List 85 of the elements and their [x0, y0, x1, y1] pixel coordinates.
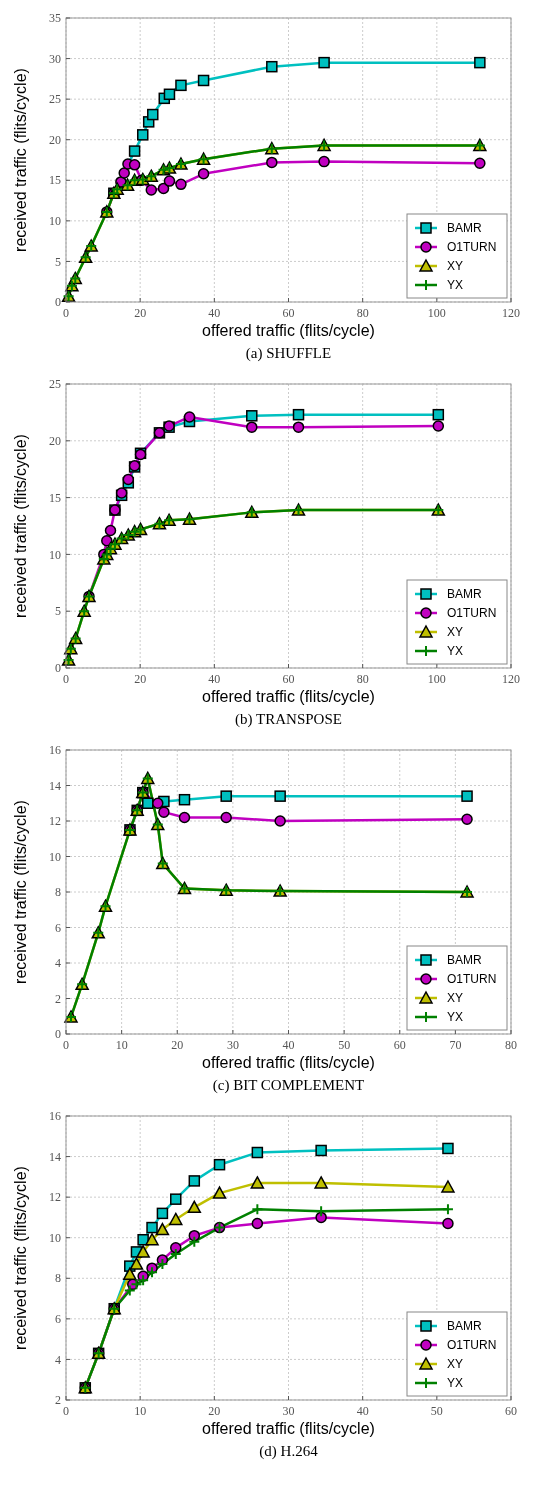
y-tick-label: 2: [55, 1393, 61, 1408]
x-axis-title: offered traffic (flits/cycle): [202, 1420, 375, 1437]
y-tick-label: 0: [55, 1027, 61, 1042]
legend-label: BAMR: [447, 953, 482, 968]
x-tick-label: 30: [282, 1404, 295, 1418]
x-axis-title: offered traffic (flits/cycle): [202, 688, 375, 705]
y-tick-label: 4: [55, 956, 61, 971]
text: (c) BIT COMPLEMENT: [212, 1077, 365, 1094]
x-tick-label: 40: [356, 1404, 369, 1418]
x-tick-label: 80: [505, 1038, 517, 1052]
legend-label: XY: [447, 1357, 464, 1372]
legend-label: XY: [447, 259, 464, 274]
x-tick-label: 40: [208, 306, 221, 320]
y-tick-label: 0: [55, 295, 61, 310]
x-tick-label: 20: [208, 1404, 221, 1418]
text: (b) TRANSPOSE: [235, 711, 342, 728]
y-tick-label: 10: [49, 214, 61, 229]
y-tick-label: 12: [49, 814, 61, 829]
y-axis-title: received traffic (flits/cycle): [12, 434, 29, 618]
x-tick-label: 100: [427, 672, 446, 686]
y-tick-label: 10: [49, 547, 61, 562]
y-tick-label: 6: [55, 1312, 61, 1327]
y-tick-label: 20: [49, 434, 61, 448]
x-tick-label: 50: [338, 1038, 351, 1052]
y-tick-label: 12: [49, 1190, 61, 1205]
y-tick-label: 25: [49, 92, 61, 107]
legend-label: BAMR: [447, 587, 482, 602]
legend-label: YX: [447, 1010, 464, 1025]
text: (a) SHUFFLE: [245, 345, 332, 362]
y-axis-title: received traffic (flits/cycle): [12, 800, 29, 984]
y-tick-label: 20: [49, 132, 61, 147]
legend-label: BAMR: [447, 1319, 482, 1334]
x-axis-title: offered traffic (flits/cycle): [202, 1054, 375, 1071]
y-axis-title: received traffic (flits/cycle): [12, 1166, 29, 1350]
y-tick-label: 14: [49, 1149, 61, 1164]
legend-label: YX: [447, 644, 464, 659]
text: (d) H.264: [259, 1443, 319, 1460]
x-tick-label: 10: [134, 1404, 147, 1418]
x-tick-label: 80: [356, 306, 369, 320]
x-axis-title: offered traffic (flits/cycle): [202, 322, 375, 339]
x-tick-label: 10: [115, 1038, 128, 1052]
x-tick-label: 120: [502, 672, 520, 686]
legend-label: O1TURN: [447, 240, 497, 255]
x-tick-label: 50: [430, 1404, 443, 1418]
y-tick-label: 15: [49, 173, 61, 188]
x-tick-label: 70: [449, 1038, 462, 1052]
y-tick-label: 10: [49, 849, 61, 864]
y-tick-label: 10: [49, 1230, 61, 1245]
y-tick-label: 5: [55, 254, 61, 269]
x-tick-label: 120: [502, 306, 520, 320]
y-tick-label: 0: [55, 661, 61, 676]
legend-label: XY: [447, 625, 464, 640]
y-tick-label: 16: [49, 743, 61, 758]
y-tick-label: 14: [49, 778, 61, 793]
x-tick-label: 20: [134, 306, 147, 320]
y-tick-label: 35: [49, 11, 61, 26]
x-tick-label: 40: [208, 672, 221, 686]
y-tick-label: 4: [55, 1352, 61, 1367]
y-tick-label: 2: [55, 991, 61, 1006]
y-tick-label: 5: [55, 604, 61, 619]
y-tick-label: 8: [55, 1271, 61, 1286]
legend-label: YX: [447, 1376, 464, 1391]
y-tick-label: 16: [49, 1109, 61, 1124]
x-tick-label: 20: [171, 1038, 184, 1052]
legend-label: BAMR: [447, 221, 482, 236]
x-tick-label: 60: [282, 672, 295, 686]
legend-label: XY: [447, 991, 464, 1006]
legend-label: O1TURN: [447, 1338, 497, 1353]
x-tick-label: 20: [134, 672, 147, 686]
y-tick-label: 25: [49, 377, 61, 392]
x-tick-label: 60: [505, 1404, 517, 1418]
y-axis-title: received traffic (flits/cycle): [12, 68, 29, 252]
y-tick-label: 8: [55, 885, 61, 900]
x-tick-label: 60: [393, 1038, 406, 1052]
y-tick-label: 30: [49, 51, 61, 66]
legend-label: YX: [447, 278, 464, 293]
x-tick-label: 60: [282, 306, 295, 320]
legend-label: O1TURN: [447, 972, 497, 987]
x-tick-label: 100: [427, 306, 446, 320]
y-tick-label: 6: [55, 920, 61, 935]
x-tick-label: 40: [282, 1038, 295, 1052]
x-tick-label: 30: [226, 1038, 239, 1052]
y-tick-label: 15: [49, 490, 61, 505]
x-tick-label: 80: [356, 672, 369, 686]
legend-label: O1TURN: [447, 606, 497, 621]
